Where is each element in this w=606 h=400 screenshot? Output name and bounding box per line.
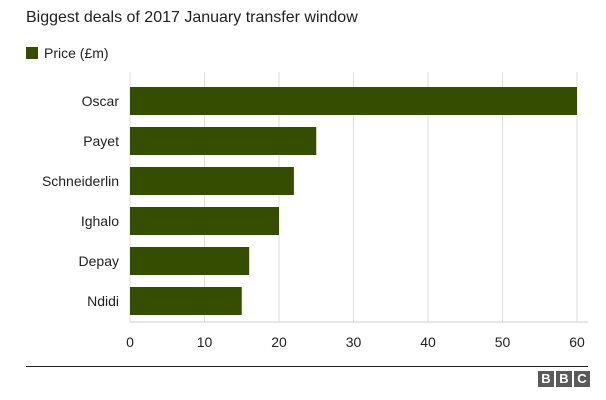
legend-swatch [26, 47, 38, 59]
bbc-logo-letter: C [574, 371, 590, 387]
x-tick-label: 0 [126, 334, 134, 350]
bar [130, 87, 577, 115]
x-tick-label: 50 [495, 334, 511, 350]
chart-title: Biggest deals of 2017 January transfer w… [26, 9, 358, 26]
category-label: Schneiderlin [42, 173, 119, 189]
footer-divider [26, 366, 588, 367]
legend-label: Price (£m) [44, 45, 109, 61]
bbc-logo-letter: B [538, 371, 554, 387]
bar [130, 167, 294, 195]
category-label: Oscar [82, 93, 120, 109]
category-label: Payet [83, 133, 119, 149]
bar [130, 207, 279, 235]
x-tick-label: 30 [346, 334, 362, 350]
category-label: Ndidi [87, 293, 119, 309]
category-label: Ighalo [81, 213, 119, 229]
x-tick-label: 60 [569, 334, 585, 350]
bar [130, 127, 317, 155]
bar [130, 247, 250, 275]
x-tick-label: 10 [197, 334, 213, 350]
bbc-logo-letter: B [556, 371, 572, 387]
legend: Price (£m) [26, 45, 109, 61]
bbc-logo: B B C [538, 371, 590, 387]
category-label: Depay [79, 253, 119, 269]
bar [130, 287, 242, 315]
x-tick-label: 40 [420, 334, 436, 350]
x-tick-label: 20 [271, 334, 287, 350]
